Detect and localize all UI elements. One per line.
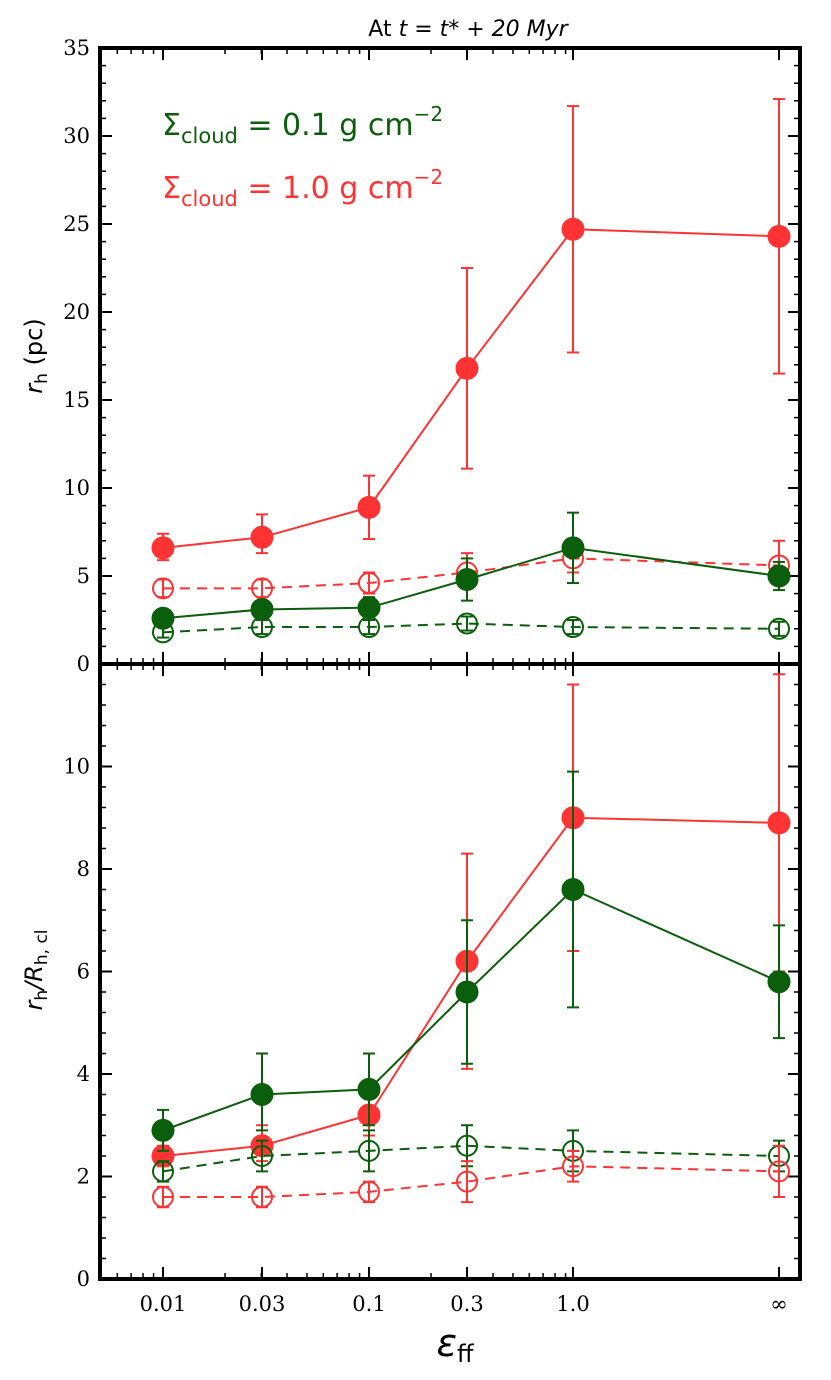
y-tick-label: 20: [63, 300, 90, 324]
data-point: [561, 878, 585, 901]
data-point: [358, 1180, 380, 1203]
data-point: [767, 811, 791, 835]
legend-equation: = 1.0 g cm: [238, 171, 414, 206]
series-line: [163, 1165, 780, 1198]
data-point: [152, 1160, 174, 1183]
series-line: [162, 228, 780, 549]
data-point: [767, 564, 791, 588]
series-filled-green: [151, 770, 791, 1152]
data-point: [456, 612, 478, 635]
series-line: [162, 888, 780, 1132]
data-point: [357, 1077, 381, 1101]
data-point: [455, 568, 479, 592]
data-point: [358, 1139, 380, 1162]
legend-superscript: −2: [414, 165, 443, 189]
data-point: [767, 224, 791, 248]
plot-frame: [98, 662, 802, 1281]
y-label-main: r: [20, 382, 48, 394]
y-axis-label-text: rh (pc): [20, 318, 52, 393]
legend-entry-red: Σcloud = 1.0 g cm−2: [162, 165, 443, 211]
data-point: [358, 616, 380, 639]
y-tick-label: 6: [77, 960, 90, 984]
legend-equation: = 0.1 g cm: [238, 108, 414, 143]
y-tick-label: 10: [63, 476, 90, 500]
y-tick-label: 0: [77, 1267, 90, 1291]
data-point: [251, 1145, 273, 1167]
y-tick-label: 8: [77, 857, 90, 881]
legend-superscript: −2: [414, 102, 443, 126]
x-axis-label: εff: [436, 1321, 474, 1368]
y-tick-label: 25: [63, 212, 90, 236]
data-point: [357, 495, 381, 519]
data-point: [455, 356, 479, 380]
data-point: [768, 617, 790, 640]
chart-title-math: t = t* + 20 Myr: [399, 17, 570, 42]
y-label-main: r: [20, 999, 48, 1011]
x-tick-label: 1.0: [556, 1292, 589, 1316]
y-tick-label: 4: [77, 1062, 90, 1086]
x-axis-label-main: ε: [436, 1321, 457, 1365]
y-tick-label: 0: [77, 652, 90, 676]
legend-symbol: Σ: [162, 171, 181, 206]
y-label-sub2: h, cl: [32, 929, 52, 965]
data-point: [561, 536, 585, 560]
y-label-mid: /R: [20, 965, 48, 992]
data-point: [152, 577, 174, 600]
y-axis-label-top: rh (pc): [20, 318, 52, 393]
data-point: [152, 1186, 174, 1208]
series-line: [163, 557, 780, 590]
y-tick-label: 30: [63, 124, 90, 148]
data-point: [456, 1170, 478, 1193]
y-axis-label-bottom: rh/Rh, cl: [20, 929, 52, 1010]
x-tick-label: 0.1: [352, 1292, 385, 1316]
y-tick-label: 2: [77, 1165, 90, 1189]
data-point: [251, 1186, 273, 1208]
x-tick-label: 0.01: [140, 1292, 187, 1316]
series-line: [162, 1144, 780, 1173]
y-label-sub: h: [32, 373, 52, 384]
data-point: [768, 1160, 790, 1183]
data-point: [562, 1155, 584, 1178]
data-point: [562, 616, 584, 639]
data-point: [358, 572, 380, 595]
y-tick-label: 15: [63, 388, 90, 412]
data-point: [151, 1118, 175, 1142]
data-point: [561, 217, 585, 241]
data-point: [151, 536, 175, 560]
data-point: [250, 1083, 274, 1106]
chart-title-prefix: At: [368, 17, 398, 42]
data-point: [456, 1134, 478, 1157]
chart-title: At t = t* + 20 Myr: [368, 17, 569, 42]
legend-symbol: Σ: [162, 108, 181, 143]
series-open-red: [152, 1144, 790, 1209]
y-label-sub: h: [32, 990, 52, 1001]
data-point: [152, 621, 174, 644]
data-point: [455, 980, 479, 1004]
legend-entry-green: Σcloud = 0.1 g cm−2: [162, 102, 443, 148]
data-point: [357, 596, 381, 620]
y-tick-label: 10: [63, 755, 90, 779]
x-tick-label: ∞: [770, 1292, 788, 1316]
x-axis-label-sub: ff: [457, 1340, 474, 1368]
data-point: [767, 970, 791, 994]
x-tick-label: 0.03: [239, 1292, 286, 1316]
legend-subscript: cloud: [181, 187, 238, 211]
series-line: [162, 622, 780, 634]
legend-subscript: cloud: [181, 124, 238, 148]
series-line: [162, 546, 780, 620]
y-tick-label: 35: [63, 36, 90, 60]
panel-bottom: 0 2 4 6 8 10 0.01 0.03 0.1 0.3 1.0 ∞: [63, 662, 802, 1316]
y-label-tail: (pc): [20, 318, 48, 373]
x-tick-label: 0.3: [450, 1292, 483, 1316]
series-filled-red: [151, 98, 791, 562]
data-point: [251, 616, 273, 639]
y-tick-label: 5: [77, 564, 90, 588]
y-axis-label-text: rh/Rh, cl: [20, 929, 52, 1010]
series-open-green: [152, 612, 790, 644]
series-line: [162, 816, 780, 1157]
data-point: [250, 525, 274, 549]
series-filled-green: [151, 511, 791, 630]
